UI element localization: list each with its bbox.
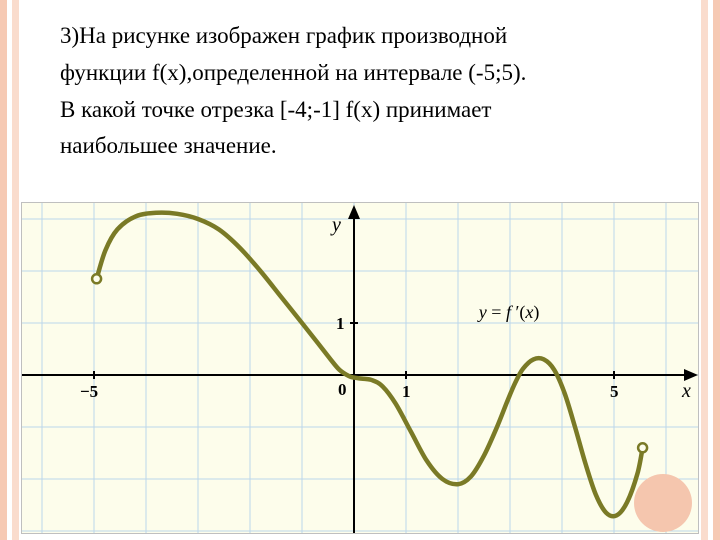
stripe-right-inner	[701, 0, 708, 540]
problem-line-4: наибольшее значение.	[60, 128, 660, 165]
decorative-corner-circle	[634, 474, 692, 532]
stripe-left-inner	[12, 0, 19, 540]
svg-text:y: y	[330, 214, 341, 236]
svg-text:1: 1	[402, 382, 411, 401]
slide: 3)На рисунке изображен график производно…	[0, 0, 720, 540]
svg-text:y = f ′(x): y = f ′(x)	[477, 302, 540, 323]
problem-line-3: В какой точке отрезка [-4;-1] f(x) прини…	[60, 92, 660, 129]
svg-text:0: 0	[338, 380, 347, 399]
svg-text:x: x	[681, 380, 691, 402]
chart-svg: y x 0 1 1 −5 5 y = f ′(x)	[22, 203, 699, 534]
problem-text: 3)На рисунке изображен график производно…	[60, 18, 660, 165]
stripe-right-outer	[713, 0, 720, 540]
stripe-left-outer	[0, 0, 7, 540]
svg-text:1: 1	[336, 314, 345, 333]
svg-text:5: 5	[610, 382, 619, 401]
problem-line-2: функции f(x),определенной на интервале (…	[60, 55, 660, 92]
derivative-chart: y x 0 1 1 −5 5 y = f ′(x)	[21, 202, 699, 534]
svg-text:−5: −5	[80, 382, 98, 401]
problem-line-1: 3)На рисунке изображен график производно…	[60, 18, 660, 55]
